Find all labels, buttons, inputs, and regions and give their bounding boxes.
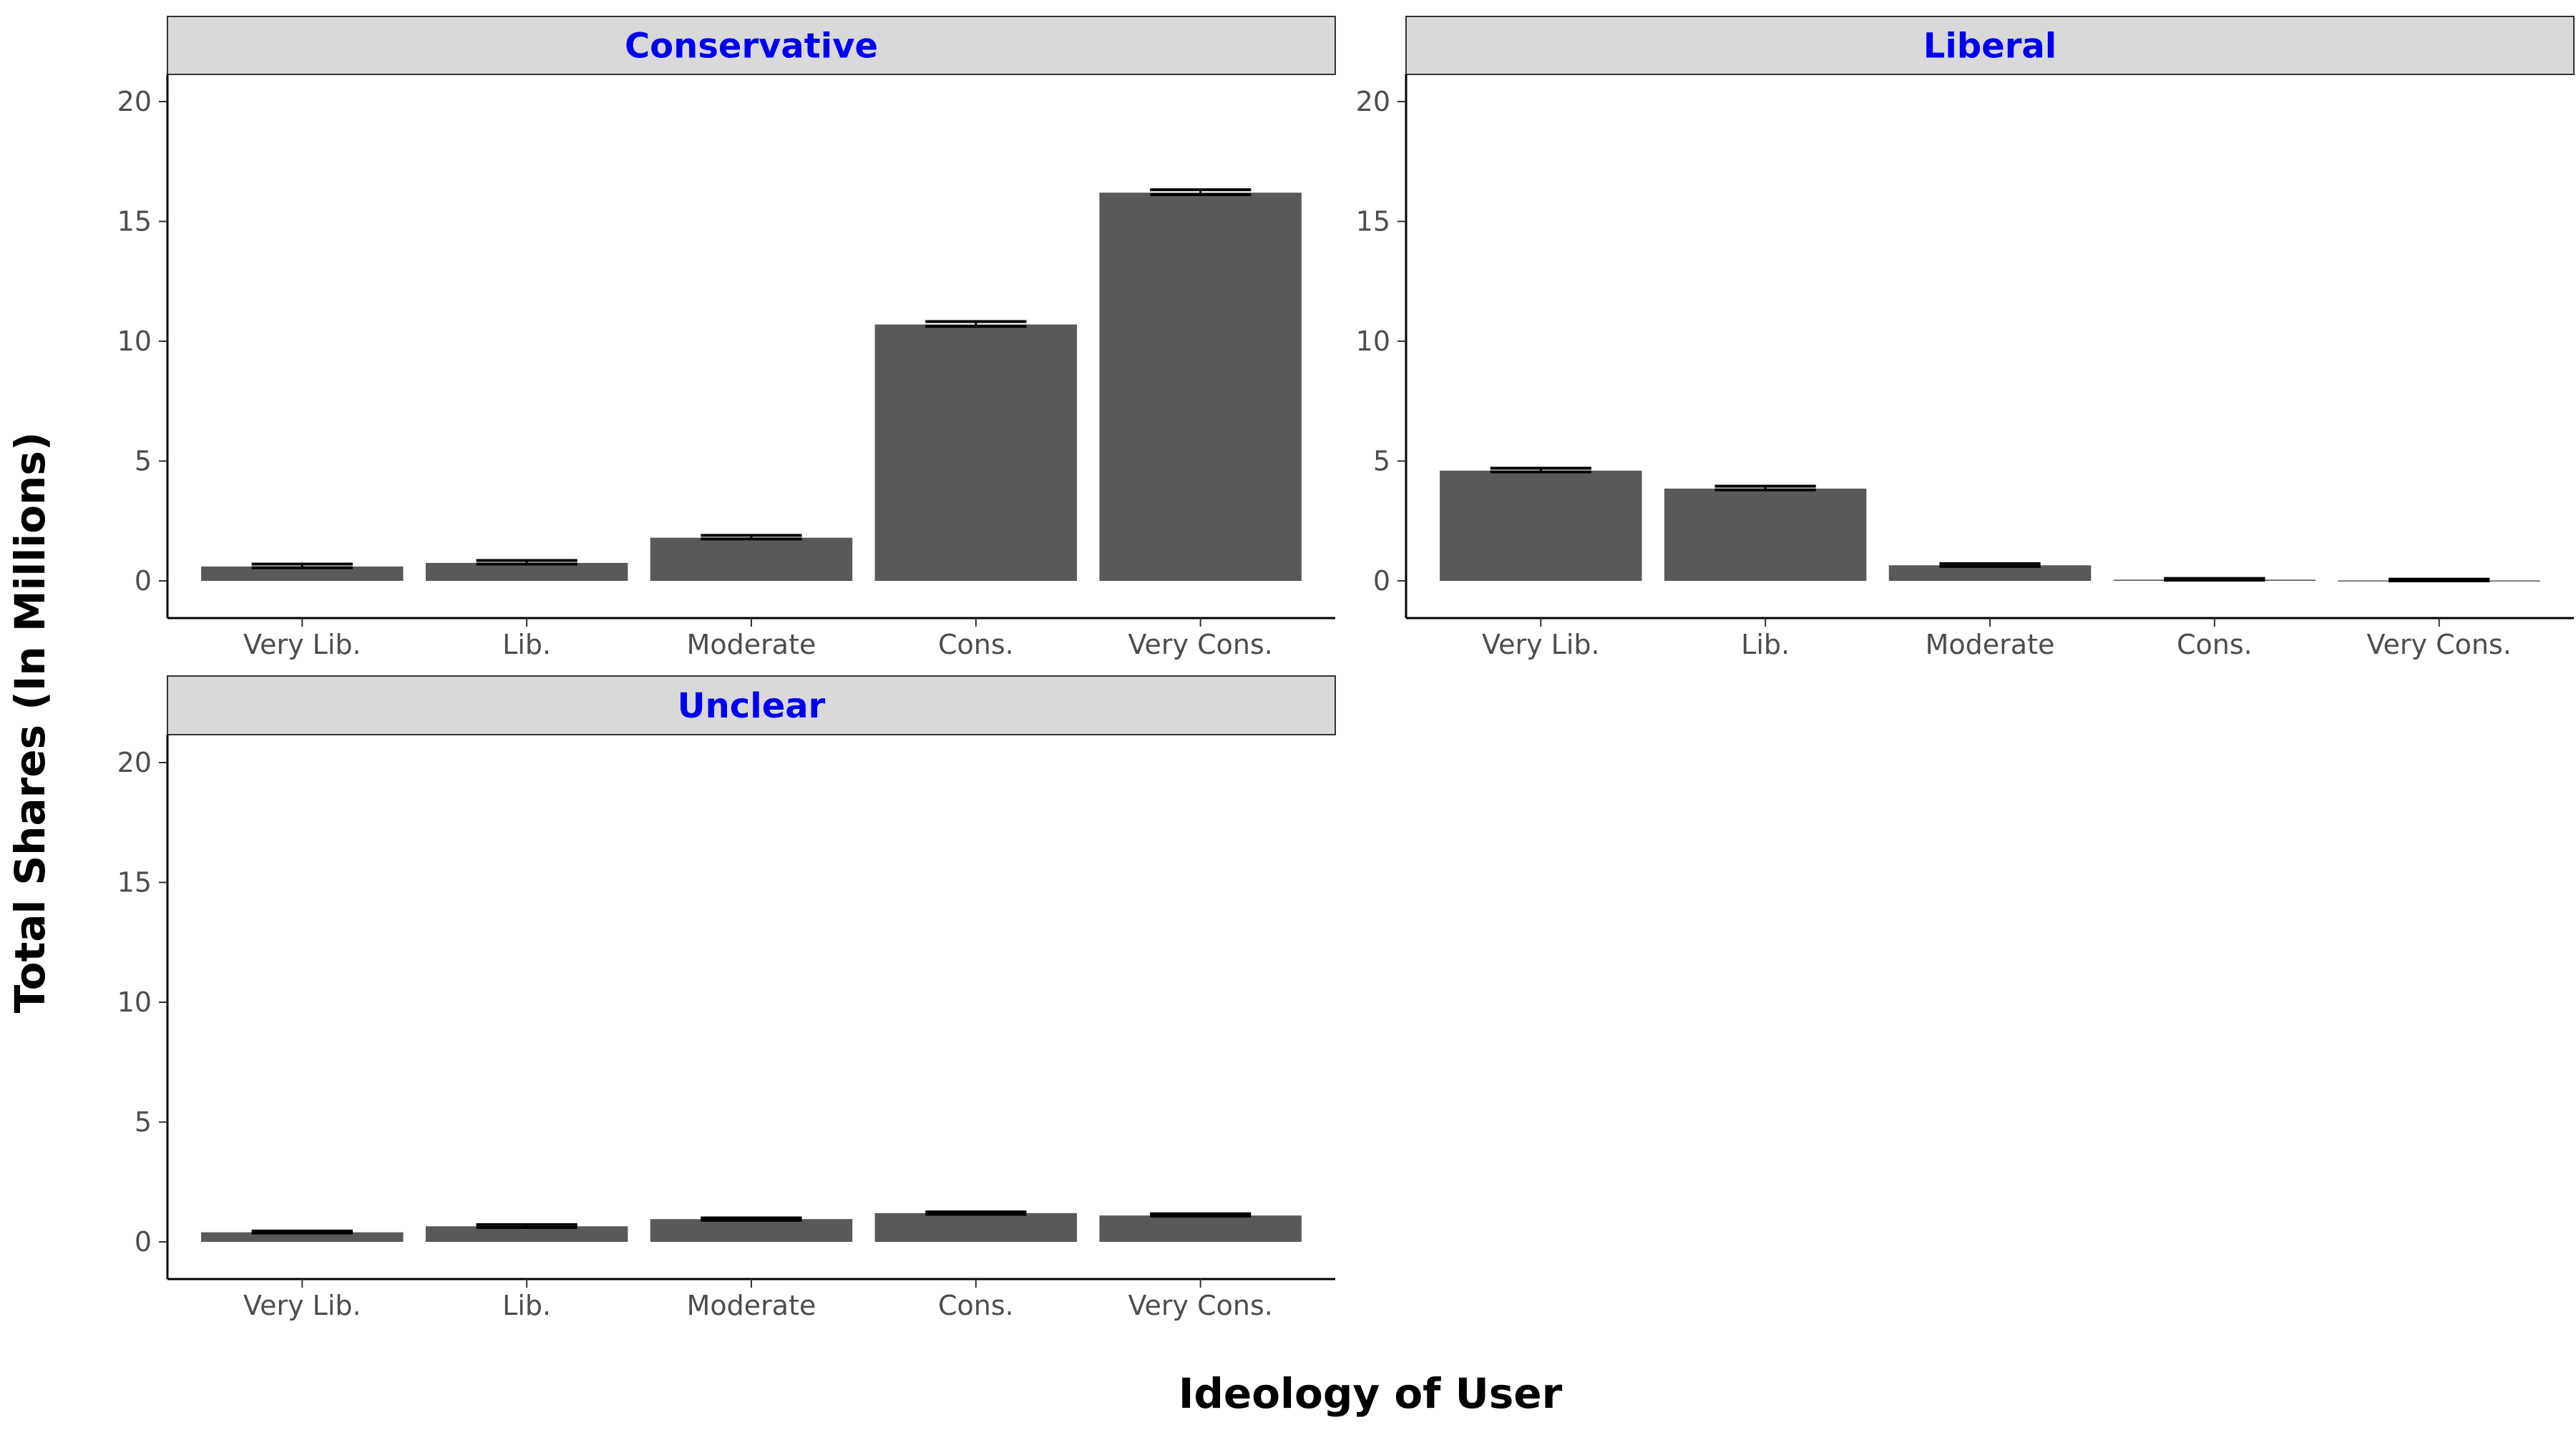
- bar: [1664, 489, 1867, 581]
- facet-panel: Unclear 0 5 10 15 20 Very Lib. Lib. Moderate Cons…: [117, 675, 1336, 1321]
- facet-strip: [167, 675, 1336, 735]
- x-tick-label: Lib.: [1741, 629, 1790, 660]
- x-tick-label: Moderate: [687, 629, 816, 660]
- facet-panel: Conservative 0 5 10 15 20 Very Lib. Lib. Moderat…: [117, 16, 1336, 660]
- bar: [425, 1226, 628, 1242]
- bar: [650, 537, 853, 581]
- x-tick-label: Cons.: [938, 629, 1014, 660]
- bar: [1099, 1215, 1302, 1242]
- y-tick-label: 20: [117, 86, 152, 117]
- bar: [874, 324, 1078, 581]
- y-tick-label: 5: [135, 1107, 152, 1138]
- x-tick-label: Very Lib.: [243, 629, 361, 660]
- y-tick-label: 10: [117, 986, 152, 1018]
- facet-strip: [1405, 16, 2575, 75]
- x-tick-label: Moderate: [1926, 629, 2055, 660]
- y-tick-label: 15: [1356, 206, 1390, 237]
- y-tick-label: 20: [117, 747, 152, 778]
- bar: [1888, 565, 2092, 581]
- y-tick-label: 0: [1373, 565, 1390, 597]
- bar: [1440, 470, 1642, 581]
- y-tick-label: 5: [135, 446, 152, 477]
- y-tick-label: 10: [1356, 325, 1390, 357]
- x-tick-label: Very Cons.: [1128, 1290, 1273, 1321]
- facet-strip: [167, 16, 1336, 75]
- x-tick-label: Lib.: [502, 629, 551, 660]
- x-tick-label: Very Lib.: [1482, 629, 1600, 660]
- bar: [1099, 192, 1302, 581]
- facet-strip-label: Liberal: [1923, 26, 2057, 67]
- bar: [650, 1219, 853, 1242]
- x-tick-label: Cons.: [938, 1290, 1014, 1321]
- x-axis-title: Ideology of User: [1179, 1369, 1563, 1418]
- facet-panel: Liberal 0 5 10 15 20 Very Lib. Lib. Moderate Cons…: [1356, 16, 2575, 660]
- x-tick-label: Very Cons.: [2367, 629, 2512, 660]
- facet-strip-label: Unclear: [678, 686, 826, 726]
- y-tick-label: 20: [1356, 86, 1390, 117]
- y-tick-label: 5: [1373, 446, 1390, 477]
- y-axis-title: Total Shares (In Millions): [6, 432, 54, 1013]
- y-tick-label: 10: [117, 325, 152, 357]
- bar: [201, 1232, 404, 1242]
- facet-strip-label: Conservative: [625, 26, 878, 67]
- x-tick-label: Very Cons.: [1128, 629, 1273, 660]
- x-tick-label: Cons.: [2177, 629, 2253, 660]
- y-tick-label: 0: [135, 1226, 152, 1258]
- bar: [874, 1213, 1078, 1242]
- x-tick-label: Moderate: [687, 1290, 816, 1321]
- bar: [201, 566, 404, 581]
- y-tick-label: 15: [117, 206, 152, 237]
- facet-panels: Conservative 0 5 10 15 20 Very Lib. Lib. Moderat…: [117, 16, 2575, 1321]
- x-tick-label: Lib.: [502, 1290, 551, 1321]
- x-tick-label: Very Lib.: [243, 1290, 361, 1321]
- y-tick-label: 15: [117, 867, 152, 898]
- y-tick-label: 0: [135, 565, 152, 597]
- bar: [425, 562, 628, 581]
